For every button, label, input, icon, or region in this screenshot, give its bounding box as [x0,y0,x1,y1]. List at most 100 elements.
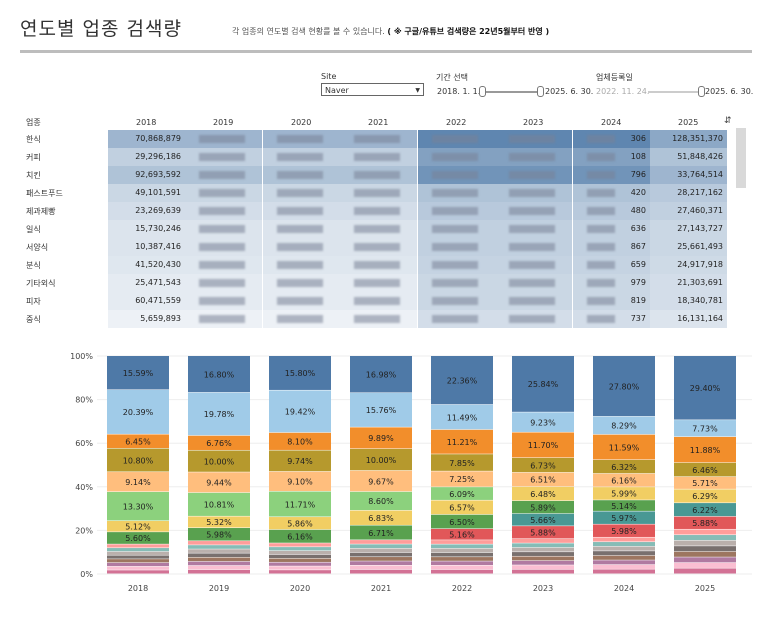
year-header-2021[interactable]: 2021 [368,118,389,127]
table-cell-2019 [185,166,262,184]
table-cell-2025: 28,217,162 [650,184,727,202]
year-header-2024[interactable]: 2024 [601,118,622,127]
redacted-value [509,171,555,179]
bar-segment-other [269,558,331,562]
table-row[interactable]: 커피 29,296,186 108 51,848,426 [20,148,748,166]
cell-value: 18,340,781 [677,296,723,305]
cell-value: 5,659,893 [140,314,181,323]
data-label: 9.44% [206,479,232,488]
data-label: 11.21% [447,438,478,447]
registration-slider-track[interactable] [648,91,700,93]
table-scrollbar[interactable] [736,128,746,188]
bar-segment [107,448,169,472]
table-row[interactable]: 패스트푸드 49,101,591 420 28,217,162 [20,184,748,202]
table-cell-2020 [263,292,340,310]
data-label: 5.98% [611,527,637,536]
period-slider-track[interactable] [483,91,539,93]
redacted-value [587,135,615,143]
data-label: 6.51% [530,476,556,485]
table-cell-2025: 128,351,370 [650,130,727,148]
bar-segment-other [188,541,250,545]
table-row[interactable]: 중식 5,659,893 737 16,131,164 [20,310,748,328]
redacted-value [277,207,323,215]
row-category: 일식 [26,225,41,234]
redacted-value [587,261,615,269]
table-row[interactable]: 기타외식 25,471,543 979 21,303,691 [20,274,748,292]
table-cell-2020 [263,184,340,202]
bar-segment [188,356,250,393]
data-label: 27.80% [609,382,640,391]
table-cell-2020 [263,202,340,220]
bar-segment [512,513,574,526]
table-row[interactable]: 한식 70,868,879 306 128,351,370 [20,130,748,148]
data-label: 5.12% [125,523,151,532]
data-label: 6.29% [692,492,718,501]
row-category: 피자 [26,297,41,306]
bar-segment [107,491,169,521]
bar-segment-other [107,559,169,563]
bar-segment-other [674,546,736,552]
period-end: 2025. 6. 30. [545,87,594,96]
data-label: 6.32% [611,463,637,472]
bar-segment-other [512,556,574,561]
bar-segment [269,529,331,543]
period-slider-start-handle[interactable] [479,86,486,97]
period-slider-end-handle[interactable] [537,86,544,97]
data-label: 11.88% [690,446,721,455]
table-row[interactable]: 분식 41,520,430 659 24,917,918 [20,256,748,274]
bar-segment [512,432,574,458]
year-header-2025[interactable]: 2025 [678,118,699,127]
registration-slider-handle[interactable] [698,86,705,97]
bar-segment [350,356,412,393]
table-cell-2018: 5,659,893 [108,310,185,328]
site-dropdown[interactable]: Naver ▼ [321,83,424,96]
table-cell-2018: 29,296,186 [108,148,185,166]
table-cell-2025: 24,917,918 [650,256,727,274]
bar-segment [350,470,412,492]
table-row[interactable]: 서양식 10,387,416 867 25,661,493 [20,238,748,256]
redacted-value [277,279,323,287]
table-cell-2020 [263,310,340,328]
table-cell-2025: 51,848,426 [650,148,727,166]
category-header[interactable]: 업종 [26,118,41,127]
y-tick-label: 100% [70,352,93,361]
year-header-2023[interactable]: 2023 [523,118,544,127]
data-label: 10.81% [204,501,235,510]
redacted-value [587,297,615,305]
sort-icon[interactable]: ⇵ [724,116,732,126]
bar-segment [674,489,736,503]
table-cell-2024: 659 [573,256,650,274]
cell-value-partial: 867 [630,242,646,251]
bar-segment-other [431,557,493,561]
cell-value-partial: 306 [630,134,646,143]
table-cell-2025: 18,340,781 [650,292,727,310]
year-header-2019[interactable]: 2019 [213,118,234,127]
data-label: 13.30% [123,502,154,511]
table-cell-2022 [418,256,495,274]
data-label: 7.73% [692,425,718,434]
redacted-value [354,315,400,323]
redacted-value [509,225,555,233]
year-header-2020[interactable]: 2020 [291,118,312,127]
bar-segment [674,503,736,517]
table-cell-2020 [263,238,340,256]
table-cell-2018: 15,730,246 [108,220,185,238]
table-row[interactable]: 제과제빵 23,269,639 480 27,460,371 [20,202,748,220]
table-row[interactable]: 치킨 92,693,592 796 33,764,514 [20,166,748,184]
data-label: 10.00% [204,457,235,466]
year-header-2022[interactable]: 2022 [446,118,467,127]
row-category: 중식 [26,315,41,324]
data-label: 20.39% [123,408,154,417]
table-cell-2021 [340,256,417,274]
bar-segment [674,476,736,489]
year-header-2018[interactable]: 2018 [136,118,157,127]
table-cell-2022 [418,274,495,292]
redacted-value [199,279,245,287]
data-label: 6.45% [125,437,151,446]
table-cell-2022 [418,202,495,220]
table-cell-2019 [185,292,262,310]
table-row[interactable]: 피자 60,471,559 819 18,340,781 [20,292,748,310]
table-cell-2019 [185,256,262,274]
table-row[interactable]: 일식 15,730,246 636 27,143,727 [20,220,748,238]
bar-segment [269,491,331,517]
